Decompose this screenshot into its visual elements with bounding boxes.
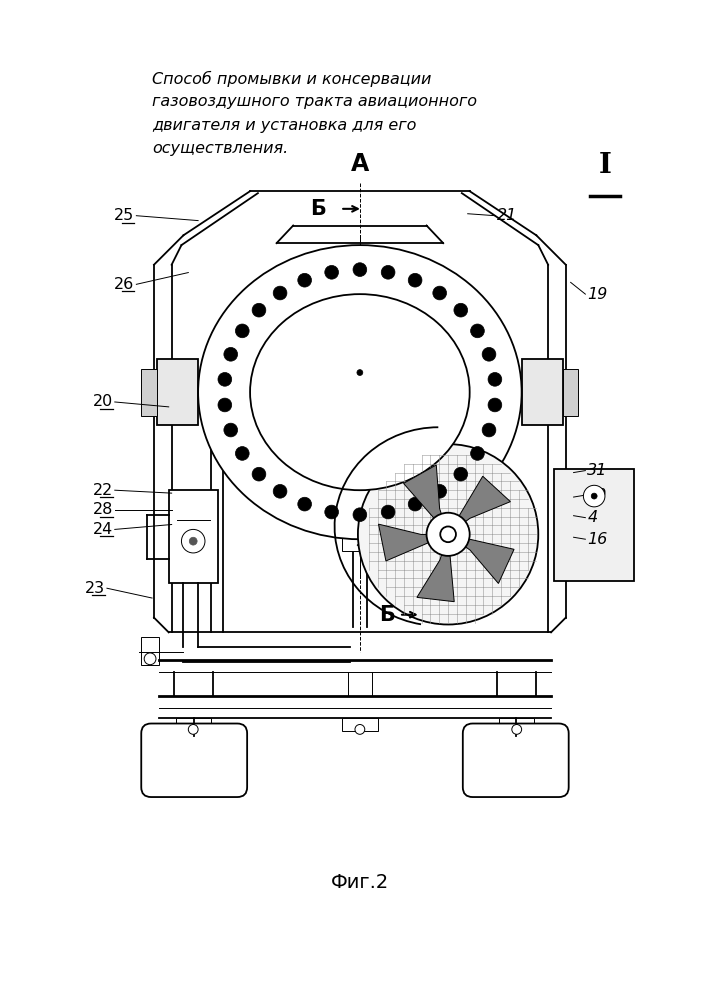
Text: 4: 4 [588,510,597,525]
Circle shape [144,653,156,665]
Circle shape [471,447,484,460]
Circle shape [353,508,367,522]
Polygon shape [404,465,448,534]
Text: Б: Б [310,199,325,219]
Bar [342,718,378,731]
FancyBboxPatch shape [141,724,247,797]
Circle shape [488,398,502,412]
Text: А: А [351,152,369,176]
Circle shape [189,537,197,545]
Text: 16: 16 [588,532,607,547]
Circle shape [218,372,232,386]
Circle shape [454,303,467,317]
Polygon shape [448,476,510,534]
Bar [499,718,534,731]
Polygon shape [378,524,448,561]
Polygon shape [417,534,454,602]
Circle shape [298,273,312,287]
Circle shape [591,493,597,499]
Bar [342,527,378,551]
Circle shape [583,485,605,507]
Text: осуществления.: осуществления. [152,141,288,156]
Text: 26: 26 [114,277,134,292]
Circle shape [426,513,469,556]
Circle shape [252,303,266,317]
Circle shape [408,273,422,287]
Text: 22: 22 [93,483,113,498]
Circle shape [440,526,456,542]
Circle shape [353,263,367,276]
Polygon shape [448,534,514,583]
Text: двигателя и установка для его: двигателя и установка для его [152,118,416,133]
Text: газовоздушного тракта авиационного: газовоздушного тракта авиационного [152,94,477,109]
Text: 25: 25 [114,208,134,223]
Circle shape [488,372,502,386]
Circle shape [325,265,339,279]
Circle shape [512,725,522,734]
Text: Фиг.2: Фиг.2 [331,873,389,892]
Text: 20: 20 [93,394,113,409]
Circle shape [218,398,232,412]
Text: 19: 19 [588,287,607,302]
FancyBboxPatch shape [463,724,568,797]
Circle shape [224,423,238,437]
Text: 28: 28 [93,502,113,517]
Text: I: I [599,152,612,179]
Circle shape [408,497,422,511]
Bar [141,369,157,416]
Circle shape [482,423,496,437]
Circle shape [358,444,538,625]
Text: 21: 21 [497,208,518,223]
Bar [563,369,578,416]
Text: 23: 23 [85,581,105,596]
Circle shape [381,505,395,519]
Text: Способ промывки и консервации: Способ промывки и консервации [152,71,431,87]
Circle shape [381,265,395,279]
Circle shape [235,324,249,338]
Bar [169,490,218,583]
Bar [157,359,198,425]
Text: Б: Б [380,605,395,625]
Bar [175,718,211,731]
Bar [141,637,159,665]
Circle shape [471,324,484,338]
Circle shape [355,725,365,734]
Text: 24: 24 [93,522,113,537]
Bar [522,359,563,425]
Circle shape [252,467,266,481]
Ellipse shape [250,294,469,490]
Circle shape [235,447,249,460]
Bar [554,469,634,581]
Ellipse shape [198,245,522,539]
Circle shape [357,370,363,375]
Circle shape [273,484,287,498]
Text: 30: 30 [588,488,607,503]
Circle shape [188,725,198,734]
Circle shape [273,286,287,300]
Circle shape [454,467,467,481]
Circle shape [224,347,238,361]
Circle shape [433,286,447,300]
Circle shape [482,347,496,361]
Circle shape [298,497,312,511]
Circle shape [182,529,205,553]
Circle shape [325,505,339,519]
Circle shape [433,484,447,498]
Text: 31: 31 [588,463,607,478]
